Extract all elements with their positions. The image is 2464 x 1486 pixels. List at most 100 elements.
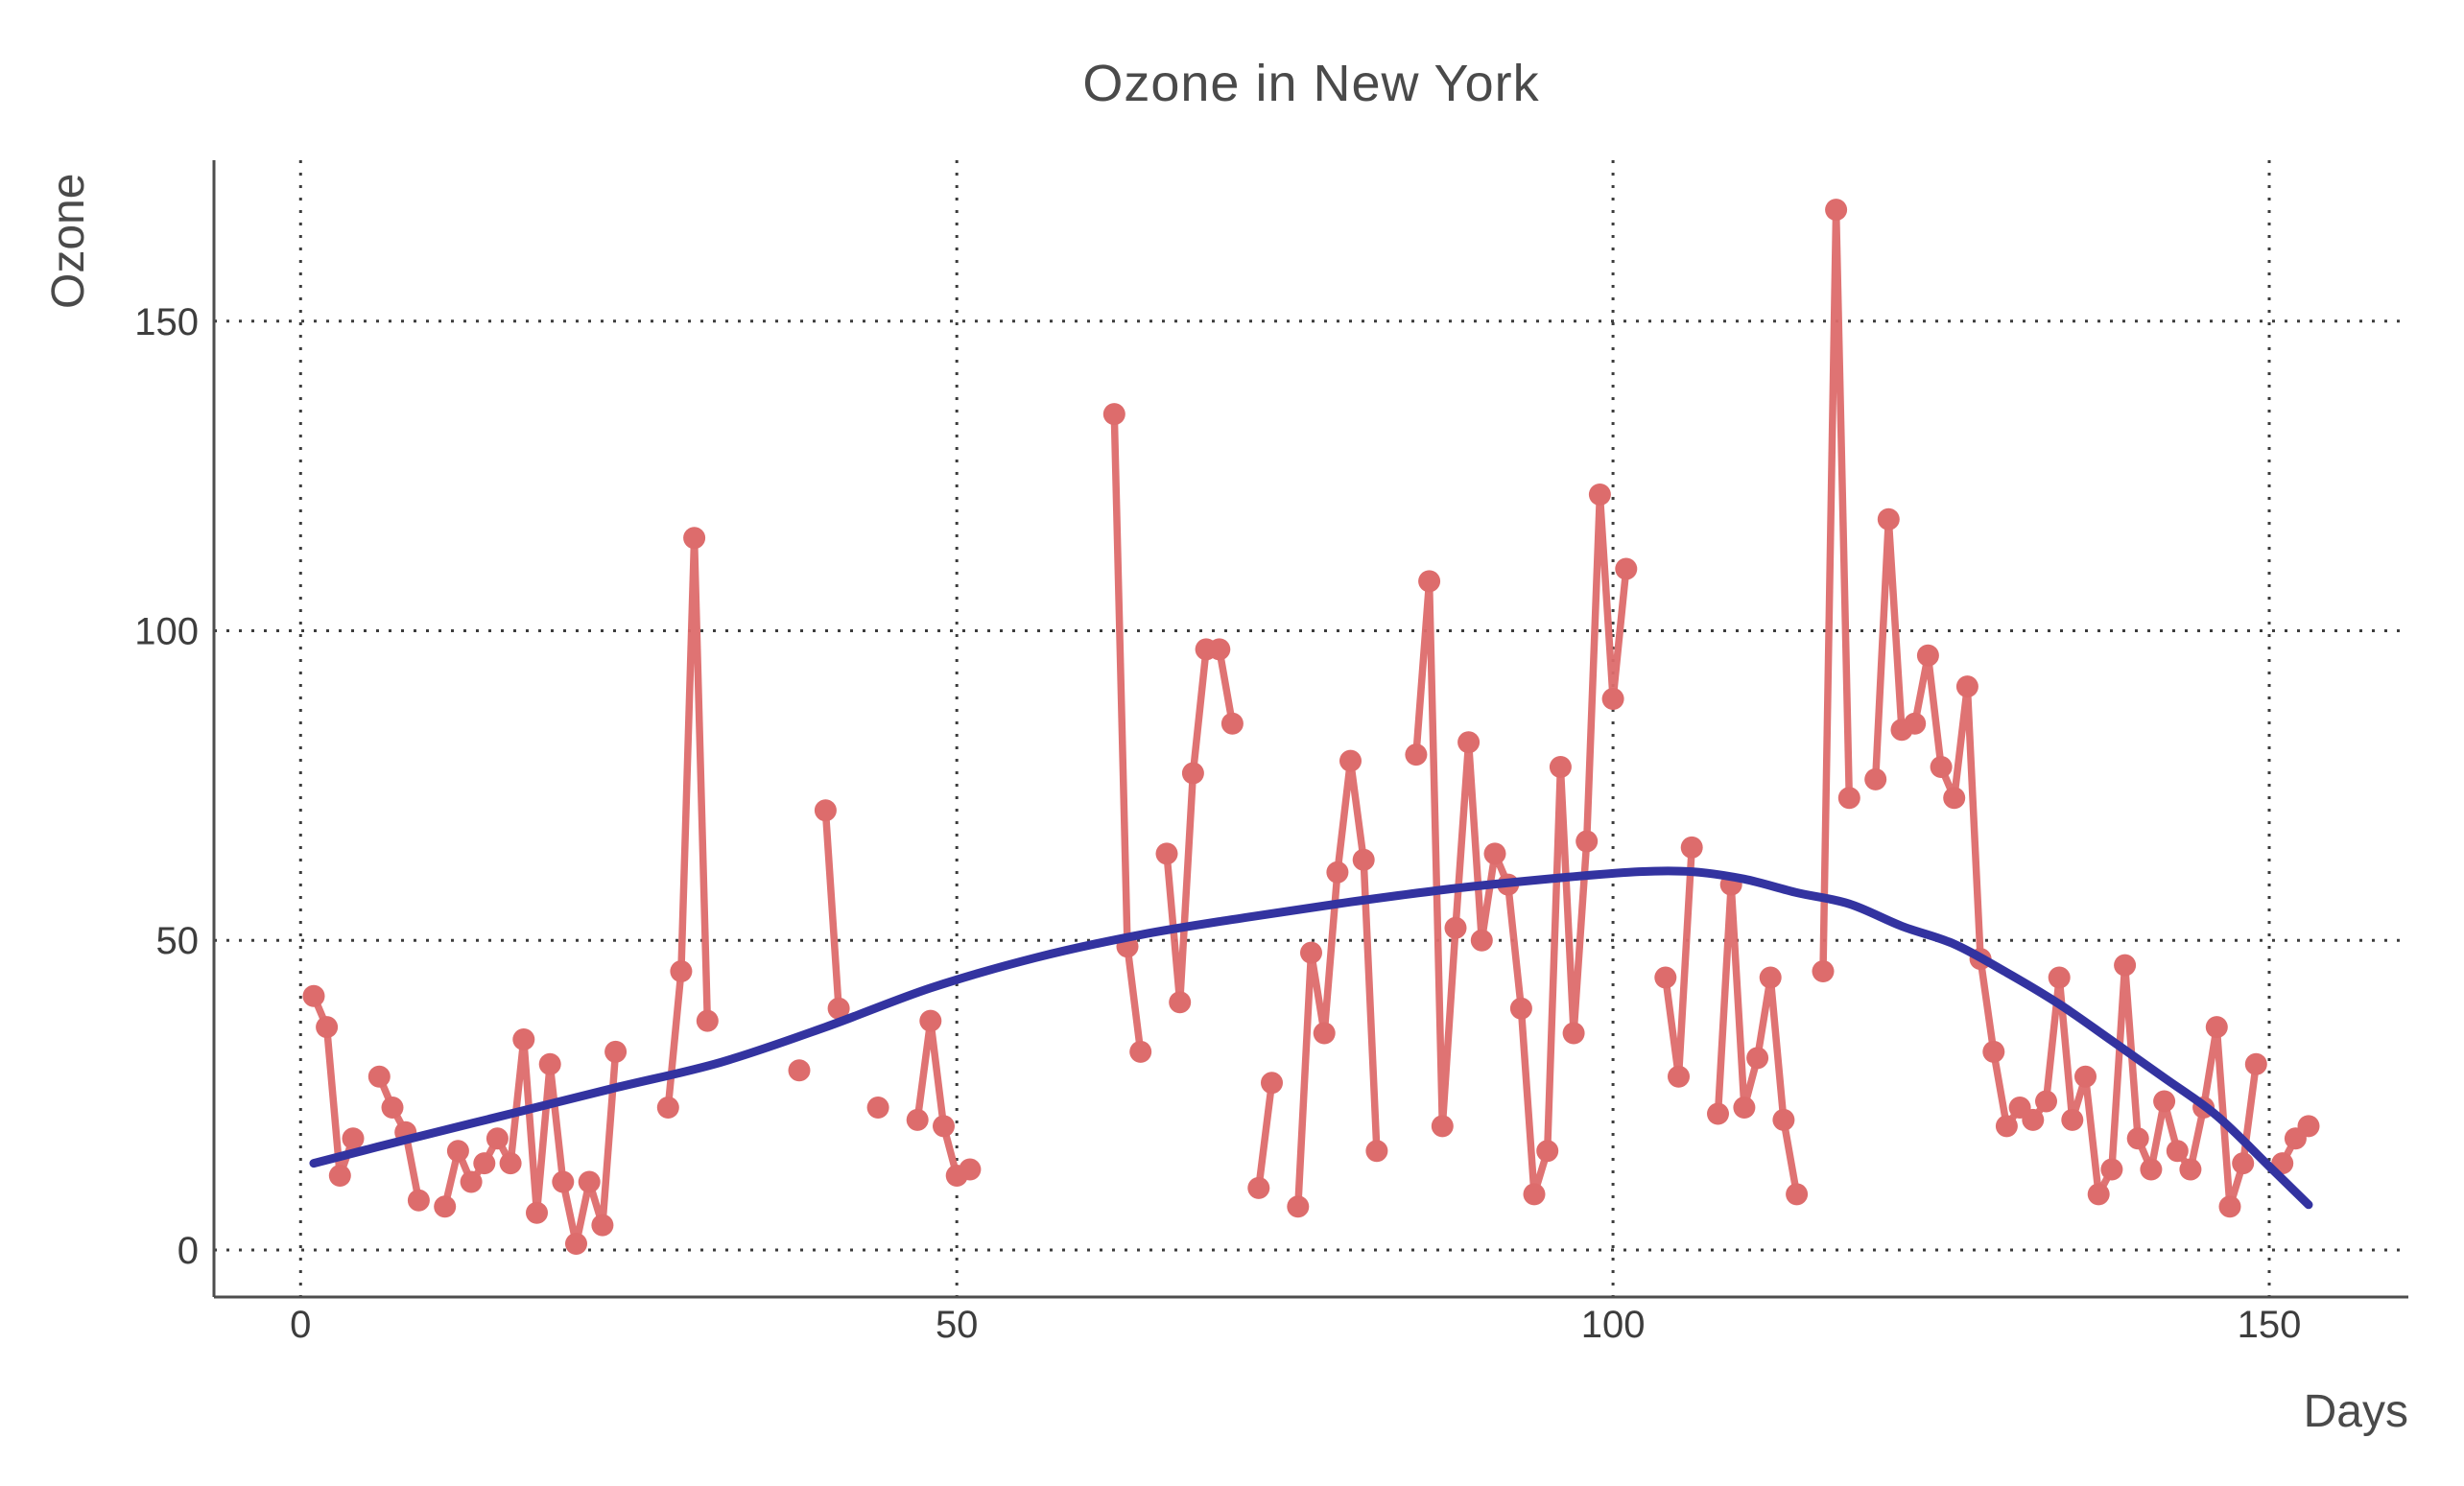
x-tick-label: 50: [936, 1304, 979, 1346]
data-point: [1352, 848, 1375, 871]
data-point: [1418, 570, 1441, 593]
data-point: [381, 1097, 404, 1119]
data-point: [1247, 1176, 1270, 1199]
data-point: [788, 1059, 811, 1082]
data-point: [919, 1009, 942, 1032]
data-point: [486, 1127, 509, 1150]
data-point: [1601, 688, 1624, 710]
data-point: [460, 1170, 483, 1193]
data-point: [1444, 916, 1467, 939]
data-point: [1300, 941, 1322, 964]
y-tick-label: 0: [178, 1230, 199, 1272]
data-point: [1523, 1183, 1546, 1206]
data-point: [1562, 1022, 1585, 1045]
data-point: [1904, 712, 1927, 735]
data-point: [1707, 1102, 1729, 1125]
data-point: [1431, 1115, 1454, 1138]
data-point: [1668, 1065, 1690, 1088]
data-point: [1509, 997, 1532, 1020]
data-point: [1943, 787, 1966, 810]
data-point: [2179, 1158, 2202, 1181]
data-point: [1208, 638, 1231, 661]
data-point: [866, 1097, 889, 1119]
data-point: [2061, 1108, 2084, 1131]
data-point: [538, 1052, 561, 1075]
data-point: [1772, 1108, 1795, 1131]
data-point: [656, 1097, 679, 1119]
data-point: [1169, 991, 1192, 1014]
data-point: [1261, 1072, 1283, 1095]
data-point: [933, 1115, 955, 1138]
data-point: [2035, 1090, 2057, 1113]
data-point: [552, 1170, 575, 1193]
data-point: [1615, 557, 1638, 580]
data-point: [1470, 929, 1493, 952]
data-point: [302, 984, 325, 1007]
data-point: [2232, 1152, 2255, 1175]
data-point: [473, 1152, 496, 1175]
data-point: [1181, 762, 1204, 785]
data-point: [1995, 1115, 2018, 1138]
data-point: [1576, 830, 1599, 853]
data-point: [1654, 966, 1677, 989]
data-point: [814, 799, 837, 822]
data-point: [1733, 1097, 1756, 1119]
data-point: [1129, 1040, 1152, 1063]
data-point: [1588, 484, 1611, 506]
x-tick-label: 0: [290, 1304, 311, 1346]
data-point: [2087, 1183, 2110, 1206]
data-point: [1930, 756, 1953, 778]
data-point: [526, 1201, 548, 1224]
data-point: [1536, 1140, 1559, 1163]
data-point: [591, 1214, 614, 1237]
data-point: [328, 1165, 351, 1187]
data-point: [2153, 1090, 2176, 1113]
data-point: [434, 1195, 457, 1218]
data-point: [316, 1016, 339, 1039]
data-point: [1457, 731, 1481, 754]
data-point: [1313, 1022, 1336, 1045]
data-point: [1483, 842, 1506, 865]
data-point: [367, 1065, 391, 1088]
data-point: [2048, 966, 2071, 989]
data-point: [1365, 1140, 1388, 1163]
data-point: [1825, 199, 1848, 222]
data-point: [906, 1108, 929, 1131]
data-point: [1549, 756, 1572, 778]
x-tick-label: 150: [2238, 1304, 2302, 1346]
data-point: [1155, 842, 1178, 865]
data-point: [2140, 1158, 2163, 1181]
y-tick-label: 50: [156, 920, 200, 962]
data-point: [2166, 1140, 2189, 1163]
data-point: [1916, 644, 1939, 667]
data-point: [670, 960, 693, 982]
data-point: [2126, 1127, 2149, 1150]
data-point: [1837, 787, 1860, 810]
data-point: [512, 1028, 535, 1050]
data-point: [1955, 675, 1978, 698]
data-point: [2022, 1108, 2045, 1131]
data-point: [604, 1040, 628, 1063]
data-point: [2244, 1052, 2267, 1075]
data-point: [1405, 743, 1428, 767]
data-point: [446, 1140, 469, 1163]
data-point: [1287, 1195, 1310, 1218]
data-point: [696, 1009, 719, 1032]
data-point: [1220, 712, 1244, 735]
data-point: [2074, 1065, 2097, 1088]
data-point: [578, 1170, 601, 1193]
data-point: [1759, 966, 1782, 989]
data-point: [1326, 861, 1349, 884]
y-tick-label: 100: [134, 611, 199, 653]
data-point: [565, 1233, 587, 1255]
data-point: [1746, 1047, 1769, 1070]
data-point: [1339, 749, 1362, 772]
data-point: [1812, 960, 1835, 982]
data-point: [1982, 1040, 2005, 1063]
data-point: [1864, 767, 1887, 790]
data-point: [827, 997, 850, 1020]
smooth-line: [309, 866, 2313, 1210]
data-point: [1786, 1183, 1809, 1206]
data-point: [342, 1127, 365, 1150]
